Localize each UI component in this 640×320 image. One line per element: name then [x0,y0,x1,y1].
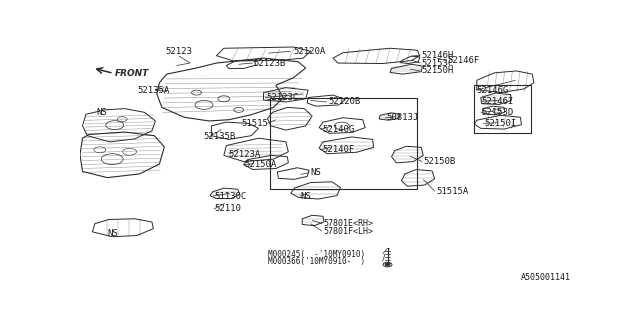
Text: 52153C: 52153C [421,59,454,68]
Text: 52123A: 52123A [229,150,261,159]
Text: M000245(  -'10MY0910): M000245( -'10MY0910) [269,250,365,259]
Text: 51515: 51515 [242,119,269,128]
Circle shape [385,263,390,266]
Bar [474,85,531,132]
Text: FRONT: FRONT [115,69,149,78]
Text: 52135B: 52135B [203,132,236,141]
Text: 52146H: 52146H [421,51,454,60]
Text: 52146G: 52146G [477,86,509,95]
Text: 52150A: 52150A [244,160,277,169]
Text: NS: NS [301,192,312,201]
Text: A505001141: A505001141 [521,273,571,283]
Text: 52140G: 52140G [322,125,355,134]
Text: 52153D: 52153D [482,108,514,117]
Bar [271,98,417,189]
Text: 52146I: 52146I [482,97,514,106]
Text: 52120B: 52120B [328,98,360,107]
Text: 57801E<RH>: 57801E<RH> [323,219,373,228]
Text: NS: NS [97,108,107,117]
Text: 51515A: 51515A [436,187,468,196]
Text: 52123B: 52123B [253,59,286,68]
Text: M000366('10MY0910-  ): M000366('10MY0910- ) [269,257,365,266]
Text: 52150B: 52150B [423,157,456,166]
Text: 52123C: 52123C [266,93,298,102]
Text: 52150I: 52150I [484,119,516,128]
Text: NS: NS [310,168,321,177]
Text: 52140F: 52140F [322,145,355,154]
Text: 52150H: 52150H [421,67,454,76]
Text: 52135A: 52135A [137,86,170,95]
Text: 50813J: 50813J [387,114,419,123]
Text: 51130C: 51130C [214,192,246,201]
Text: 52123: 52123 [166,47,193,56]
Text: 52110: 52110 [214,204,241,213]
Text: 52120A: 52120A [293,47,326,56]
Text: NS: NS [108,228,118,237]
Text: 52146F: 52146F [447,56,479,65]
Text: 57801F<LH>: 57801F<LH> [323,227,373,236]
